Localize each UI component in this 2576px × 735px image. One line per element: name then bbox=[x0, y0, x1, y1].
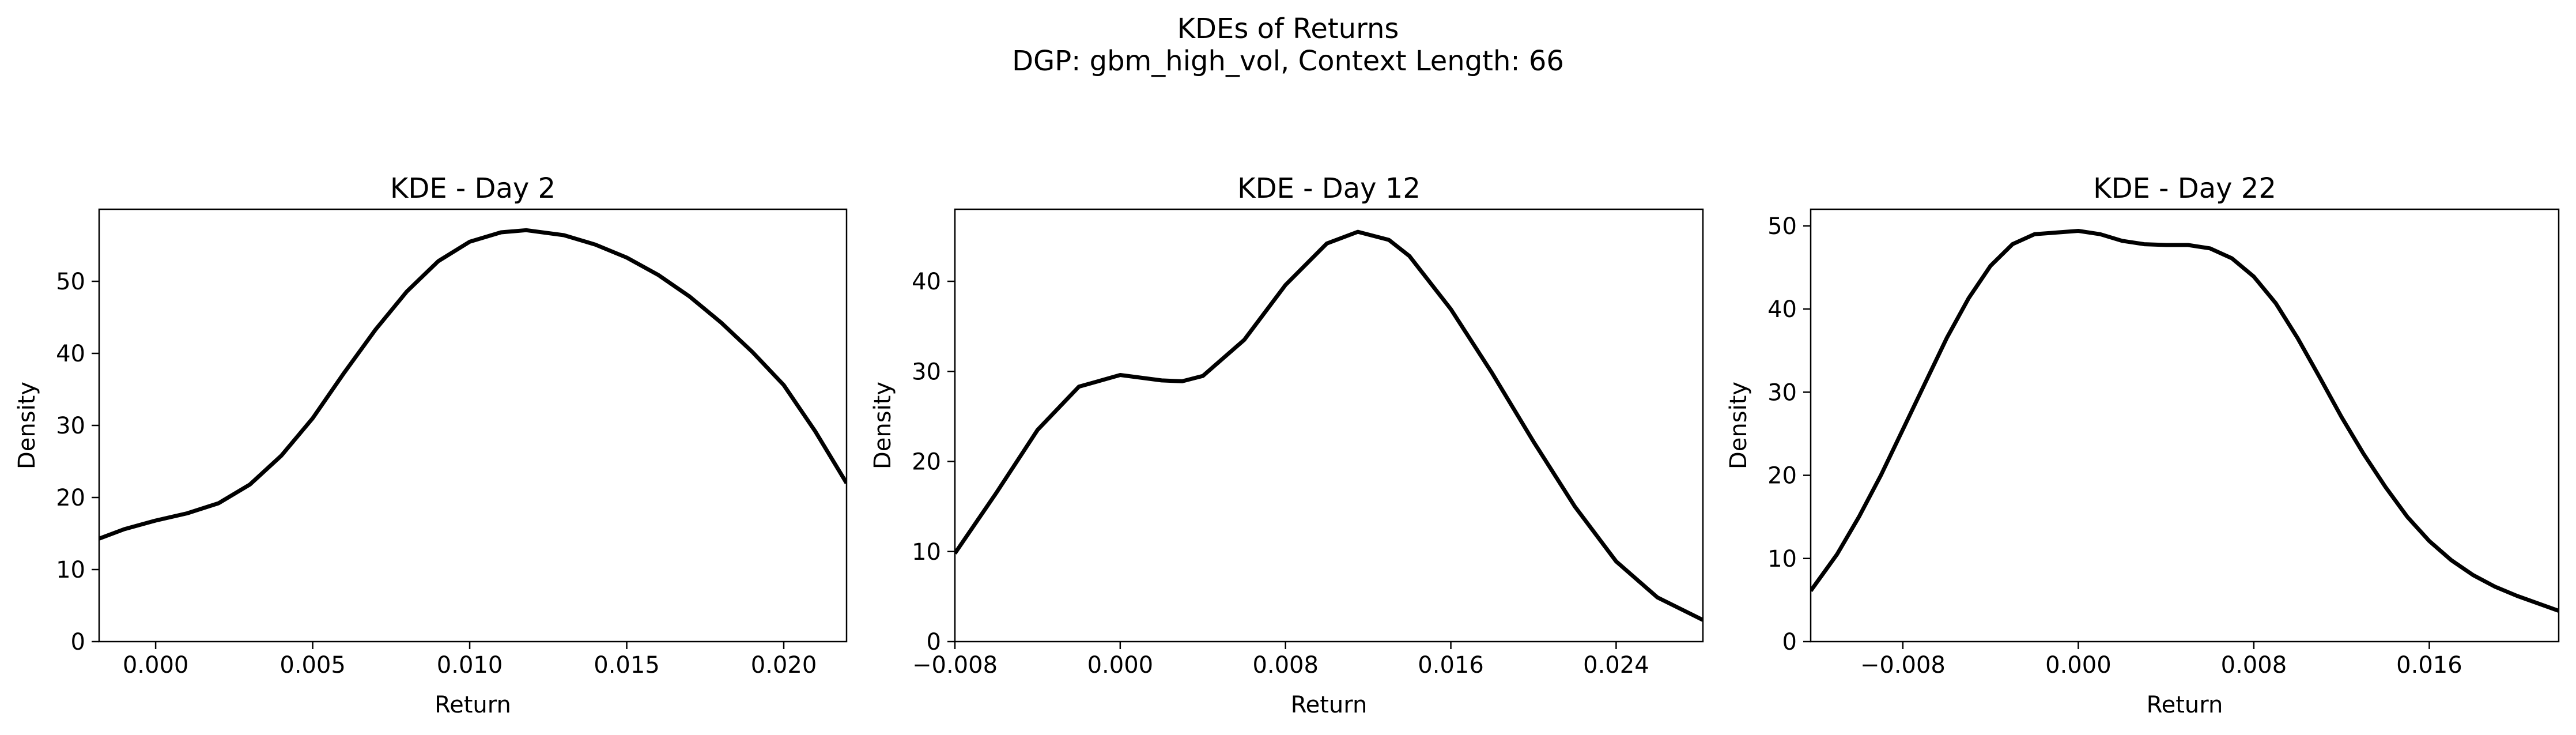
kde-curve bbox=[99, 228, 847, 541]
y-tick-label: 40 bbox=[912, 269, 941, 295]
x-tick-label: 0.008 bbox=[1252, 652, 1319, 679]
y-tick-label: 30 bbox=[56, 413, 85, 439]
y-tick-label: 0 bbox=[1782, 629, 1797, 655]
kde-panel-day-22: −0.008 0.000 0.008 0.016 0 10 20 30 40 50 KDE - Da… bbox=[1725, 172, 2560, 718]
subplot-title: KDE - Day 2 bbox=[390, 172, 556, 205]
x-axis-label: Return bbox=[435, 692, 511, 718]
x-tick-label: 0.010 bbox=[437, 652, 503, 679]
x-tick-label: 0.000 bbox=[123, 652, 189, 679]
y-tick-label: 40 bbox=[56, 341, 85, 367]
x-tick-label: −0.008 bbox=[1860, 652, 1946, 679]
y-axis-label: Density bbox=[14, 382, 40, 469]
y-tick-label: 10 bbox=[912, 539, 941, 566]
subplot-title: KDE - Day 12 bbox=[1237, 172, 1421, 205]
x-axis-label: Return bbox=[2147, 692, 2223, 718]
axes-frame bbox=[1810, 208, 2560, 643]
x-tick-label: 0.020 bbox=[751, 652, 817, 679]
x-tick-label: 0.005 bbox=[279, 652, 346, 679]
kde-curve bbox=[955, 229, 1703, 622]
kde-panel-day-12: −0.008 0.000 0.008 0.016 0.024 0 10 20 30 40 KDE -… bbox=[870, 172, 1704, 718]
y-tick-label: 0 bbox=[927, 629, 941, 655]
y-tick-label: 30 bbox=[912, 359, 941, 385]
x-tick-label: 0.000 bbox=[2045, 652, 2112, 679]
y-axis-label: Density bbox=[870, 382, 896, 469]
axes-frame bbox=[98, 208, 848, 643]
y-tick-label: 50 bbox=[56, 269, 85, 295]
kde-curve bbox=[1811, 229, 2559, 613]
y-tick-label: 0 bbox=[71, 629, 85, 655]
x-axis-label: Return bbox=[1291, 692, 1368, 718]
x-tick-label: 0.008 bbox=[2221, 652, 2287, 679]
x-tick-label: 0.000 bbox=[1087, 652, 1154, 679]
y-tick-label: 20 bbox=[1767, 463, 1797, 489]
figure-title: KDEs of Returns bbox=[1177, 13, 1399, 45]
y-tick-label: 20 bbox=[912, 449, 941, 476]
x-tick-label: 0.024 bbox=[1583, 652, 1649, 679]
x-tick-label: −0.008 bbox=[912, 652, 998, 679]
axes-frame bbox=[954, 208, 1704, 643]
x-tick-label: 0.016 bbox=[1418, 652, 1484, 679]
kde-panel-day-2: 0.000 0.005 0.010 0.015 0.020 0 10 20 30 40 50 KDE … bbox=[14, 172, 848, 718]
subplot-title: KDE - Day 22 bbox=[2093, 172, 2276, 205]
y-axis-label: Density bbox=[1725, 382, 1752, 469]
y-tick-label: 10 bbox=[56, 557, 85, 583]
x-tick-label: 0.015 bbox=[594, 652, 660, 679]
figure-subtitle: DGP: gbm_high_vol, Context Length: 66 bbox=[1012, 45, 1564, 77]
y-tick-label: 20 bbox=[56, 485, 85, 511]
y-tick-label: 40 bbox=[1767, 296, 1797, 323]
y-tick-label: 50 bbox=[1767, 213, 1797, 240]
x-tick-label: 0.016 bbox=[2396, 652, 2462, 679]
y-tick-label: 30 bbox=[1767, 379, 1797, 406]
y-tick-label: 10 bbox=[1767, 546, 1797, 572]
